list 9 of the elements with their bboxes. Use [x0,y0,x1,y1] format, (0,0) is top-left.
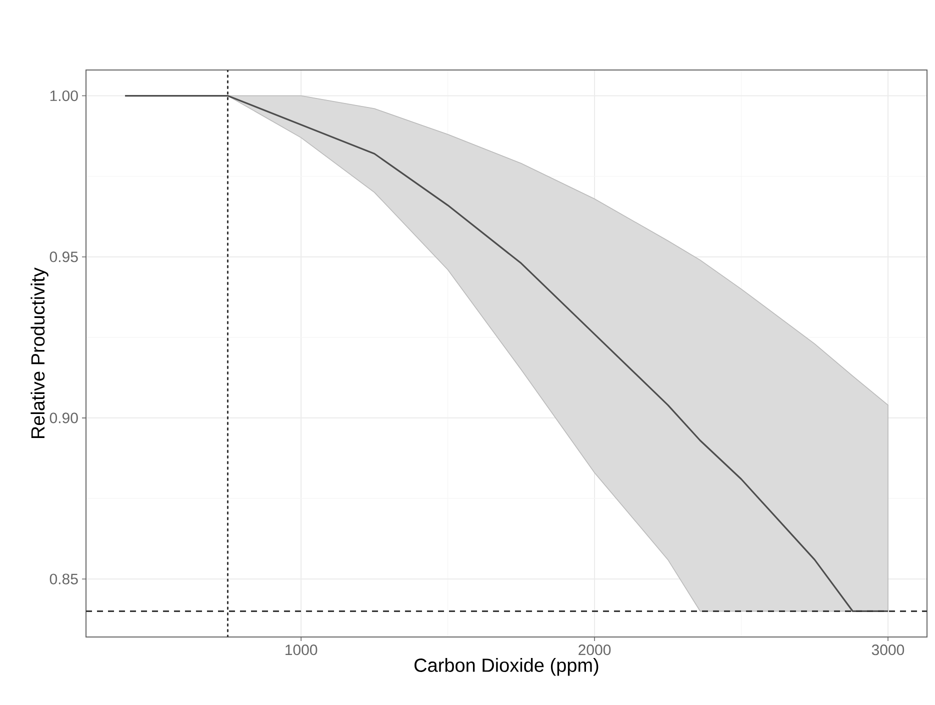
y-tick-label: 0.90 [50,412,78,424]
y-tick-label: 0.85 [50,574,78,584]
y-tick-label: 1.00 [50,90,78,102]
x-tick-label: 2000 [578,644,611,656]
x-tick-label: 1000 [286,644,318,656]
y-tick-label: 0.95 [50,252,78,262]
x-tick-label: 3000 [872,644,904,656]
y-axis-title: Relative Productivity [30,268,48,438]
x-axis-title: Carbon Dioxide (ppm) [414,658,598,676]
